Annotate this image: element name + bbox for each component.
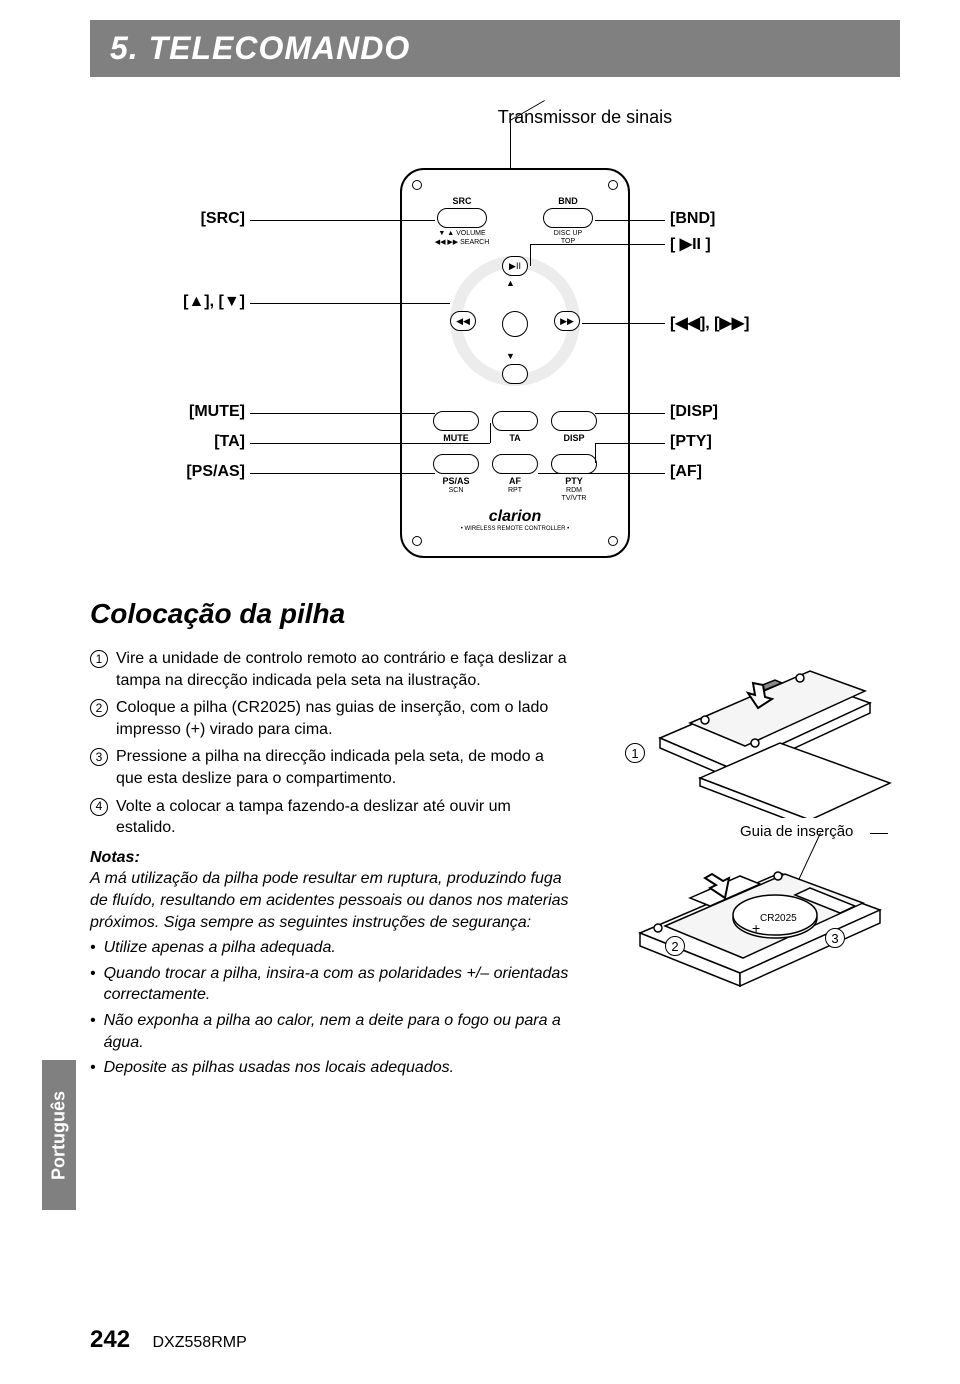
src-sub2: ◀◀ ▶▶ SEARCH: [427, 238, 497, 246]
brand: clarion: [415, 508, 615, 526]
figure-2: CR2025 + 2 3: [610, 828, 900, 1018]
callout-pty: [PTY]: [670, 433, 770, 451]
notes-title: Notas:: [90, 847, 570, 869]
step-1: Vire a unidade de controlo remoto ao con…: [116, 648, 570, 691]
psas-label: PS/AS: [433, 476, 479, 486]
callout-updown: [▲], [▼]: [145, 293, 245, 311]
pty-button: [551, 454, 597, 474]
callout-mute: [MUTE]: [145, 403, 245, 421]
bullet-1: Utilize apenas a pilha adequada.: [90, 937, 570, 959]
fig-num-2: 2: [665, 936, 685, 956]
notes-intro: A má utilização da pilha pode resultar e…: [90, 868, 570, 933]
af-button: [492, 454, 538, 474]
psas-sub: SCN: [433, 487, 479, 494]
psas-button: [433, 454, 479, 474]
svg-text:+: +: [752, 920, 760, 936]
bullet-3: Não exponha a pilha ao calor, nem a deit…: [90, 1010, 570, 1053]
callout-src: [SRC]: [145, 210, 245, 228]
ta-label: TA: [492, 433, 538, 443]
af-label: AF: [492, 476, 538, 486]
figure-column: 1 Guia de inserção: [610, 648, 900, 1079]
mute-button: [433, 411, 479, 431]
step-3: Pressione a pilha na direcção indicada p…: [116, 746, 570, 789]
figure-1: 1: [610, 648, 900, 818]
pty-sub2: TV/VTR: [551, 495, 597, 502]
dpad-up-arrow: ▲: [506, 278, 515, 288]
language-tab: Português: [42, 1060, 76, 1210]
bnd-label: BND: [543, 196, 593, 206]
step-4: Volte a colocar a tampa fazendo-a desliz…: [116, 796, 570, 839]
fig-num-1: 1: [625, 743, 645, 763]
model-number: DXZ558RMP: [153, 1334, 247, 1351]
fig-num-3: 3: [825, 928, 845, 948]
mute-label: MUTE: [433, 433, 479, 443]
bnd-sub1: DISC UP: [543, 230, 593, 237]
page-number: 242: [90, 1326, 130, 1353]
src-sub1: ▼ ▲ VOLUME: [427, 230, 497, 237]
dpad-center: [502, 311, 528, 337]
callout-ta: [TA]: [145, 433, 245, 451]
src-button: [437, 208, 487, 228]
pty-sub1: RDM: [551, 487, 597, 494]
transmitter-label: Transmissor de sinais: [270, 107, 900, 128]
bnd-button: [543, 208, 593, 228]
callout-seek: [◀◀], [▶▶]: [670, 313, 770, 333]
text-column: 1Vire a unidade de controlo remoto ao co…: [90, 648, 570, 1079]
pty-label: PTY: [551, 476, 597, 486]
dpad-down: [502, 364, 528, 384]
callout-disp: [DISP]: [670, 403, 770, 421]
callout-af: [AF]: [670, 463, 770, 481]
disp-label: DISP: [551, 433, 597, 443]
callout-playpause: [ ▶II ]: [670, 234, 770, 254]
bullet-4: Deposite as pilhas usadas nos locais ade…: [90, 1057, 570, 1079]
src-label: SRC: [437, 196, 487, 206]
dpad-up: ▶II: [502, 256, 528, 276]
footer: 242 DXZ558RMP: [90, 1326, 247, 1354]
dpad-down-arrow: ▼: [506, 351, 515, 361]
battery-text: CR2025: [760, 913, 797, 924]
remote-diagram: SRC ▼ ▲ VOLUME ◀◀ ▶▶ SEARCH BND DISC UP …: [90, 138, 900, 558]
callout-bnd: [BND]: [670, 210, 770, 228]
af-sub: RPT: [492, 487, 538, 494]
dpad-left: ◀◀: [450, 311, 476, 331]
section-title: Colocação da pilha: [90, 598, 900, 630]
brand-sub: • WIRELESS REMOTE CONTROLLER •: [415, 526, 615, 532]
callout-psas: [PS/AS]: [145, 463, 245, 481]
step-2: Coloque a pilha (CR2025) nas guias de in…: [116, 697, 570, 740]
bullet-2: Quando trocar a pilha, insira-a com as p…: [90, 963, 570, 1006]
dpad-right: ▶▶: [554, 311, 580, 331]
header-title: 5. TELECOMANDO: [90, 20, 900, 77]
disp-button: [551, 411, 597, 431]
ta-button: [492, 411, 538, 431]
